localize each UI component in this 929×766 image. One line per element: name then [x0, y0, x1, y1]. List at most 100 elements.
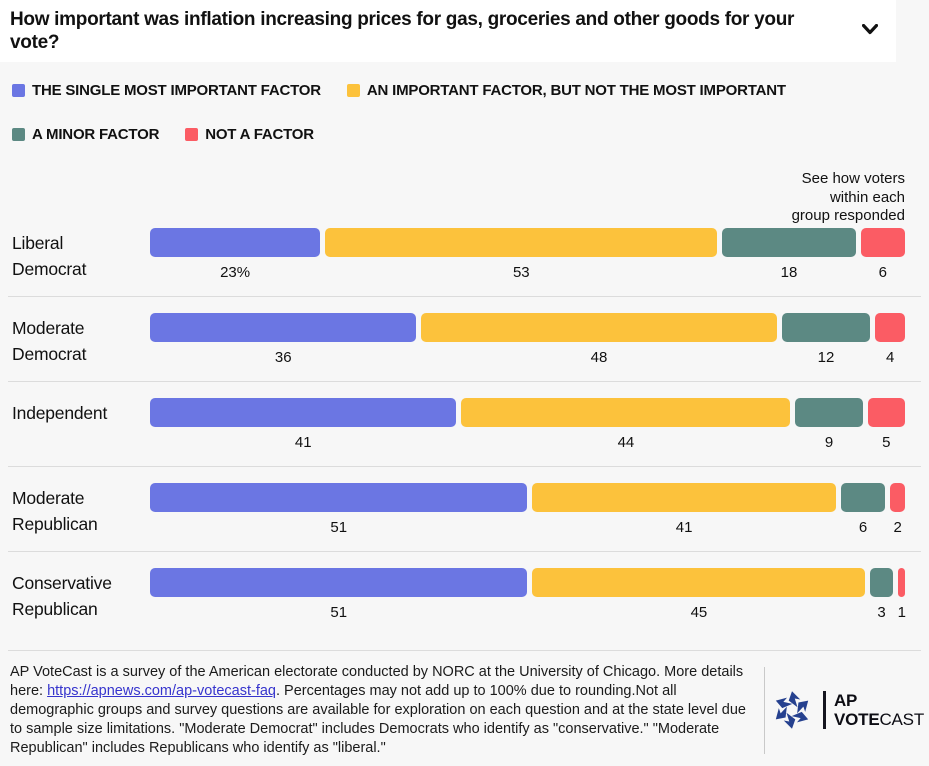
bar-segment-single-most	[150, 227, 321, 257]
value-label: 3	[877, 603, 886, 621]
legend-item-single-most: THE SINGLE MOST IMPORTANT FACTOR	[12, 82, 321, 99]
votecast-faq-link[interactable]: https://apnews.com/ap-votecast-faq	[47, 682, 276, 699]
value-labels: 51 41 6 2	[150, 519, 905, 538]
footer-divider	[8, 649, 921, 651]
legend-label: A MINOR FACTOR	[32, 125, 160, 143]
stacked-bar-chart: Liberal Democrat 23% 53 18 6 Moderate De…	[0, 227, 929, 651]
legend: THE SINGLE MOST IMPORTANT FACTOR AN IMPO…	[12, 81, 929, 143]
bar-segment-single-most	[150, 567, 528, 597]
value-label: 5	[882, 433, 891, 451]
bar-area: 36 48 12 4	[150, 312, 905, 368]
question-dropdown[interactable]: How important was inflation increasing p…	[0, 0, 896, 62]
chart-row-liberal-democrat: Liberal Democrat 23% 53 18 6	[0, 227, 929, 283]
ap-votecast-logo: AP VOTECAST	[770, 688, 924, 732]
value-label: 36	[274, 348, 292, 366]
logo-divider	[822, 691, 826, 729]
bar-group	[150, 227, 906, 257]
footer-note-text: AP VoteCast is a survey of the American …	[10, 663, 744, 699]
bar-group	[150, 482, 906, 512]
value-label: 4	[886, 348, 895, 366]
value-label: 23%	[220, 263, 251, 281]
bar-segment-minor-factor	[795, 397, 863, 427]
legend-item-not-factor: NOT A FACTOR	[185, 126, 314, 143]
bar-segment-important-not-most	[325, 227, 718, 257]
bar-group	[150, 312, 905, 342]
chevron-down-icon	[862, 24, 878, 35]
footer-logo-section: AP VOTECAST	[764, 666, 929, 754]
bar-area: 41 44 9 5	[150, 397, 905, 453]
chart-row-conservative-republican: Conservative Republican 51 45 3 1	[0, 567, 929, 623]
value-label: 1	[897, 603, 906, 621]
value-labels: 36 48 12 4	[150, 349, 905, 368]
logo-cast: CAST	[879, 710, 925, 729]
value-label: 41	[294, 433, 312, 451]
category-label: Moderate Republican	[12, 487, 98, 534]
bar-segment-single-most	[150, 397, 457, 427]
chart-row-independent: Independent 41 44 9 5	[0, 397, 929, 453]
category-label: Liberal Democrat	[12, 232, 87, 279]
bar-segment-minor-factor	[840, 482, 886, 512]
logo-ap: AP	[833, 691, 858, 710]
chart-row-moderate-democrat: Moderate Democrat 36 48 12 4	[0, 312, 929, 368]
bar-segment-important-not-most	[532, 482, 836, 512]
bar-segment-not-factor	[875, 312, 905, 342]
bar-segment-important-not-most	[532, 567, 866, 597]
bar-area: 51 41 6 2	[150, 482, 906, 538]
legend-label: AN IMPORTANT FACTOR, BUT NOT THE MOST IM…	[366, 81, 786, 99]
question-text: How important was inflation increasing p…	[10, 9, 795, 53]
bar-segment-single-most	[150, 482, 528, 512]
legend-row: THE SINGLE MOST IMPORTANT FACTOR AN IMPO…	[12, 81, 929, 99]
value-label: 53	[512, 263, 530, 281]
value-label: 45	[690, 603, 708, 621]
value-labels: 41 44 9 5	[150, 434, 905, 453]
value-label: 44	[617, 433, 635, 451]
bar-segment-not-factor	[897, 567, 906, 597]
footer-note: AP VoteCast is a survey of the American …	[0, 651, 764, 766]
bar-segment-important-not-most	[421, 312, 777, 342]
footer: AP VoteCast is a survey of the American …	[0, 651, 929, 766]
ap-votecast-pinwheel-icon	[771, 691, 813, 729]
legend-label: NOT A FACTOR	[205, 125, 314, 143]
value-label: 12	[817, 348, 835, 366]
swatch-single-most	[12, 83, 25, 97]
category-label: Conservative Republican	[12, 572, 112, 619]
value-label: 6	[858, 518, 868, 536]
bar-segment-not-factor	[860, 227, 906, 257]
value-label: 48	[590, 348, 608, 366]
value-label: 9	[824, 433, 834, 451]
legend-item-minor-factor: A MINOR FACTOR	[12, 126, 159, 143]
swatch-not-factor	[185, 127, 199, 141]
value-labels: 23% 53 18 6	[150, 264, 905, 283]
swatch-minor-factor	[12, 127, 25, 141]
bar-area: 23% 53 18 6	[150, 227, 906, 283]
chart-row-moderate-republican: Moderate Republican 51 41 6 2	[0, 482, 929, 538]
bar-group	[150, 397, 905, 427]
value-label: 51	[330, 518, 348, 536]
value-label: 2	[893, 518, 902, 536]
value-label: 6	[878, 263, 887, 281]
bar-segment-not-factor	[867, 397, 905, 427]
value-label: 51	[330, 603, 348, 621]
bar-segment-minor-factor	[781, 312, 871, 342]
row-divider	[8, 295, 921, 297]
chart-annotation: See how voters within each group respond…	[791, 170, 905, 224]
bar-segment-not-factor	[890, 482, 906, 512]
bar-segment-important-not-most	[461, 397, 791, 427]
bar-group	[150, 567, 906, 597]
bar-area: 51 45 3 1	[150, 567, 906, 623]
logo-vote: VOTE	[833, 710, 880, 729]
value-label: 18	[780, 263, 798, 281]
logo-text: AP VOTECAST	[834, 691, 924, 729]
row-divider	[8, 465, 921, 467]
row-divider	[8, 550, 921, 552]
bar-segment-single-most	[150, 312, 417, 342]
bar-segment-minor-factor	[870, 567, 893, 597]
row-divider	[8, 380, 921, 382]
legend-label: THE SINGLE MOST IMPORTANT FACTOR	[32, 81, 321, 99]
value-labels: 51 45 3 1	[150, 603, 906, 623]
footer-note-text: . Percentages may not add up to 100% due…	[10, 682, 746, 756]
legend-item-important-not-most: AN IMPORTANT FACTOR, BUT NOT THE MOST IM…	[346, 81, 786, 99]
category-label: Moderate Democrat	[12, 317, 87, 364]
category-label: Independent	[12, 402, 108, 423]
